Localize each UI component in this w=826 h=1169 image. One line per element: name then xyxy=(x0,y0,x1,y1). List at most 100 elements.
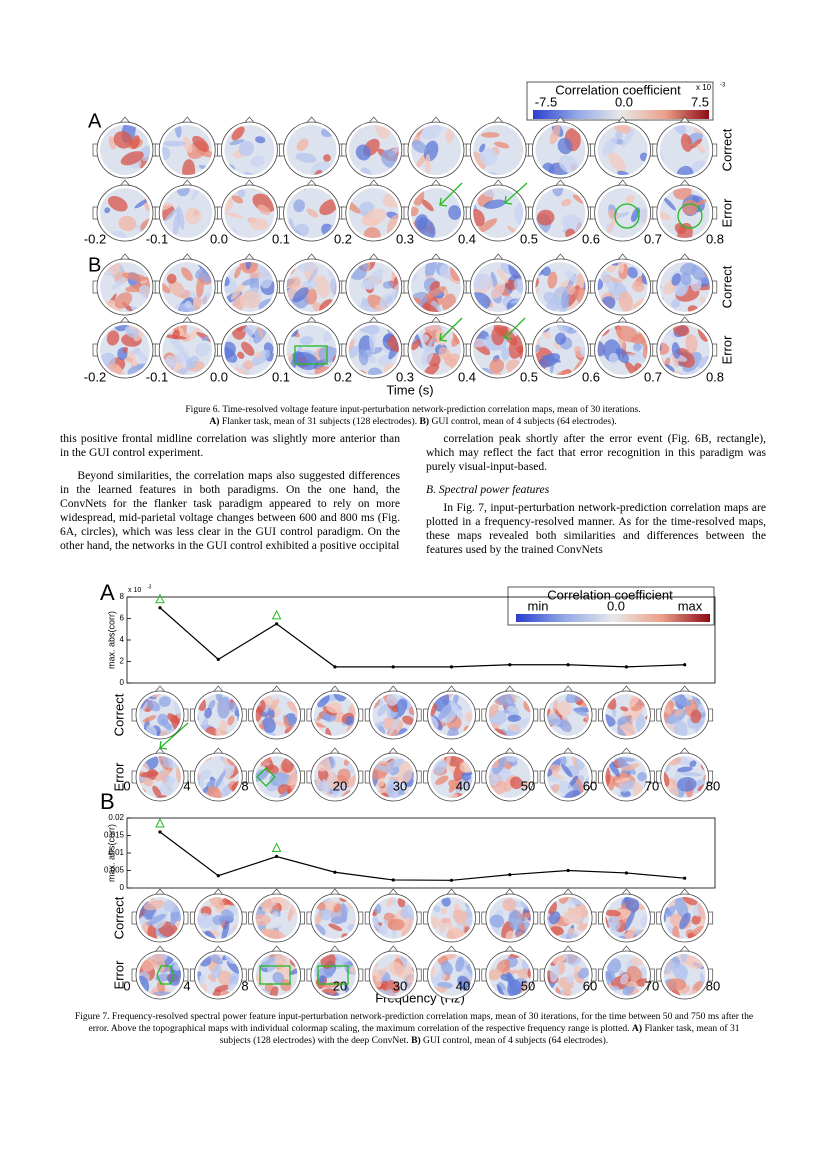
nose xyxy=(492,316,504,324)
nose xyxy=(181,179,193,187)
caption-label: B) xyxy=(411,1035,421,1046)
blob xyxy=(162,756,173,768)
panel-label: B xyxy=(100,789,115,814)
blob xyxy=(535,344,541,352)
nose xyxy=(213,945,224,953)
blob xyxy=(186,327,200,342)
x-tick-label: 0.2 xyxy=(334,369,352,384)
nose xyxy=(329,747,341,755)
blob xyxy=(479,143,486,153)
data-point xyxy=(508,873,512,877)
nose xyxy=(119,253,131,261)
map xyxy=(411,125,461,175)
blob xyxy=(551,783,560,794)
blob xyxy=(224,341,236,360)
data-point xyxy=(275,854,279,859)
blob xyxy=(204,707,212,719)
data-point xyxy=(566,663,570,667)
blob xyxy=(565,694,587,704)
blob xyxy=(554,286,567,293)
blob xyxy=(221,920,230,939)
blob xyxy=(348,197,361,214)
nose xyxy=(562,685,574,693)
blob xyxy=(104,207,111,214)
blob xyxy=(386,758,404,769)
blob xyxy=(645,714,648,720)
topomap xyxy=(154,253,220,316)
blob xyxy=(621,128,635,148)
blob xyxy=(164,208,179,222)
blob xyxy=(332,782,346,798)
nose xyxy=(679,116,691,124)
topomap xyxy=(403,116,469,179)
blob xyxy=(195,342,211,357)
topomap xyxy=(423,747,480,802)
nose xyxy=(617,116,628,124)
nose xyxy=(555,316,566,324)
x-tick-label: 40 xyxy=(456,978,470,993)
annotation-rect xyxy=(259,965,291,985)
topomap xyxy=(154,179,220,242)
highlight-marker xyxy=(155,593,165,604)
blob xyxy=(507,705,516,713)
blob xyxy=(289,967,298,975)
topomap xyxy=(306,747,364,802)
blob xyxy=(547,768,553,777)
blob xyxy=(212,989,222,996)
blob xyxy=(175,350,190,364)
panel-label: B xyxy=(88,254,101,276)
blob xyxy=(685,334,698,354)
topomap xyxy=(364,945,422,1000)
blob xyxy=(682,199,699,216)
colorbar-gradient xyxy=(533,110,709,119)
blob xyxy=(176,762,181,785)
caption-label: A) xyxy=(209,416,220,427)
topomap xyxy=(364,747,422,802)
blob xyxy=(407,975,415,989)
topomap xyxy=(217,253,282,316)
blob xyxy=(457,976,471,990)
data-point xyxy=(624,871,629,875)
colorbar-label: min xyxy=(528,598,549,613)
y-tick-label: 8 xyxy=(120,592,125,601)
topomap xyxy=(423,888,480,943)
x-tick-label: 0.7 xyxy=(644,231,662,246)
blob xyxy=(215,770,226,788)
blob xyxy=(423,363,440,375)
blob xyxy=(535,288,540,301)
blob xyxy=(162,282,171,294)
blob xyxy=(681,772,702,777)
nose xyxy=(679,945,690,953)
blob xyxy=(555,986,562,996)
blob xyxy=(111,277,126,291)
blob xyxy=(496,959,511,973)
map xyxy=(430,694,473,736)
section-heading: B. Spectral power features xyxy=(426,483,550,496)
annotation-rect xyxy=(294,345,328,365)
nose xyxy=(154,945,166,953)
blob xyxy=(605,968,612,985)
topomap xyxy=(248,685,305,740)
x-tick-label: 80 xyxy=(706,778,720,793)
annotation-circle xyxy=(677,203,703,229)
blob xyxy=(114,292,133,309)
blob xyxy=(347,924,356,932)
nose xyxy=(621,945,632,953)
x-tick-label: 0.7 xyxy=(644,369,662,384)
blob xyxy=(433,905,441,913)
map xyxy=(224,188,275,238)
blob xyxy=(296,138,309,151)
blob xyxy=(557,701,573,717)
topomap xyxy=(598,945,655,1000)
topomap xyxy=(481,685,539,740)
topomap xyxy=(217,316,282,379)
nose xyxy=(430,316,442,324)
blob xyxy=(145,913,167,926)
blob xyxy=(493,325,509,337)
blob xyxy=(552,188,564,197)
blob xyxy=(179,302,197,312)
map xyxy=(348,125,399,175)
blob xyxy=(616,794,626,798)
topomap xyxy=(248,888,305,943)
blob xyxy=(165,354,178,366)
